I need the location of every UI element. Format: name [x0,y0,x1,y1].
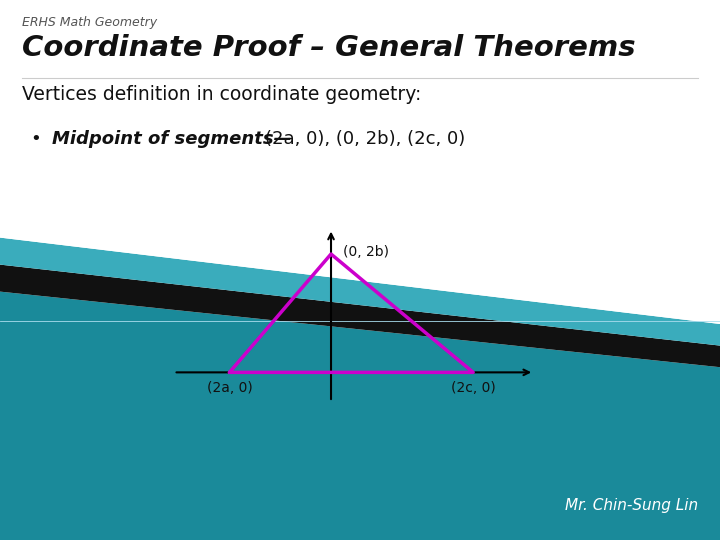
Polygon shape [0,0,720,324]
Text: Mr. Chin-Sung Lin: Mr. Chin-Sung Lin [565,498,698,513]
Text: •: • [30,130,41,148]
Text: (2a, 0): (2a, 0) [207,381,252,395]
Text: Coordinate Proof – General Theorems: Coordinate Proof – General Theorems [22,34,636,62]
Text: ERHS Math Geometry: ERHS Math Geometry [22,16,157,29]
Polygon shape [0,292,720,540]
Polygon shape [0,265,720,367]
Polygon shape [0,238,720,346]
Text: (0, 2b): (0, 2b) [343,245,390,259]
Text: Vertices definition in coordinate geometry:: Vertices definition in coordinate geomet… [22,85,421,104]
Text: (2a, 0), (0, 2b), (2c, 0): (2a, 0), (0, 2b), (2c, 0) [265,130,465,148]
Text: Midpoint of segments—: Midpoint of segments— [52,130,292,148]
Text: (2c, 0): (2c, 0) [451,381,495,395]
